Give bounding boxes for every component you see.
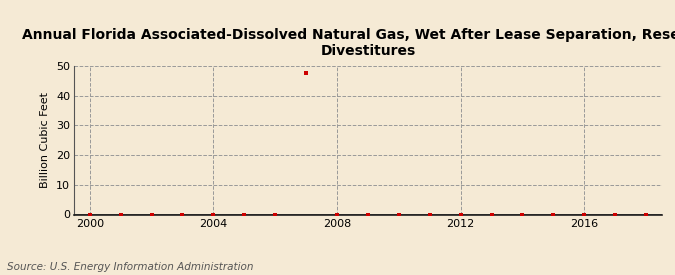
Point <box>517 212 528 217</box>
Point <box>425 212 435 217</box>
Point <box>84 212 95 217</box>
Point <box>177 212 188 217</box>
Point <box>146 212 157 217</box>
Point <box>208 212 219 217</box>
Text: Source: U.S. Energy Information Administration: Source: U.S. Energy Information Administ… <box>7 262 253 272</box>
Point <box>579 212 590 217</box>
Title: Annual Florida Associated-Dissolved Natural Gas, Wet After Lease Separation, Res: Annual Florida Associated-Dissolved Natu… <box>22 28 675 58</box>
Point <box>641 212 651 217</box>
Y-axis label: Billion Cubic Feet: Billion Cubic Feet <box>40 92 51 188</box>
Point <box>362 212 373 217</box>
Point <box>331 212 342 217</box>
Point <box>239 212 250 217</box>
Point <box>115 212 126 217</box>
Point <box>486 212 497 217</box>
Point <box>548 212 559 217</box>
Point <box>455 212 466 217</box>
Point <box>300 70 311 75</box>
Point <box>270 212 281 217</box>
Point <box>394 212 404 217</box>
Point <box>610 212 620 217</box>
